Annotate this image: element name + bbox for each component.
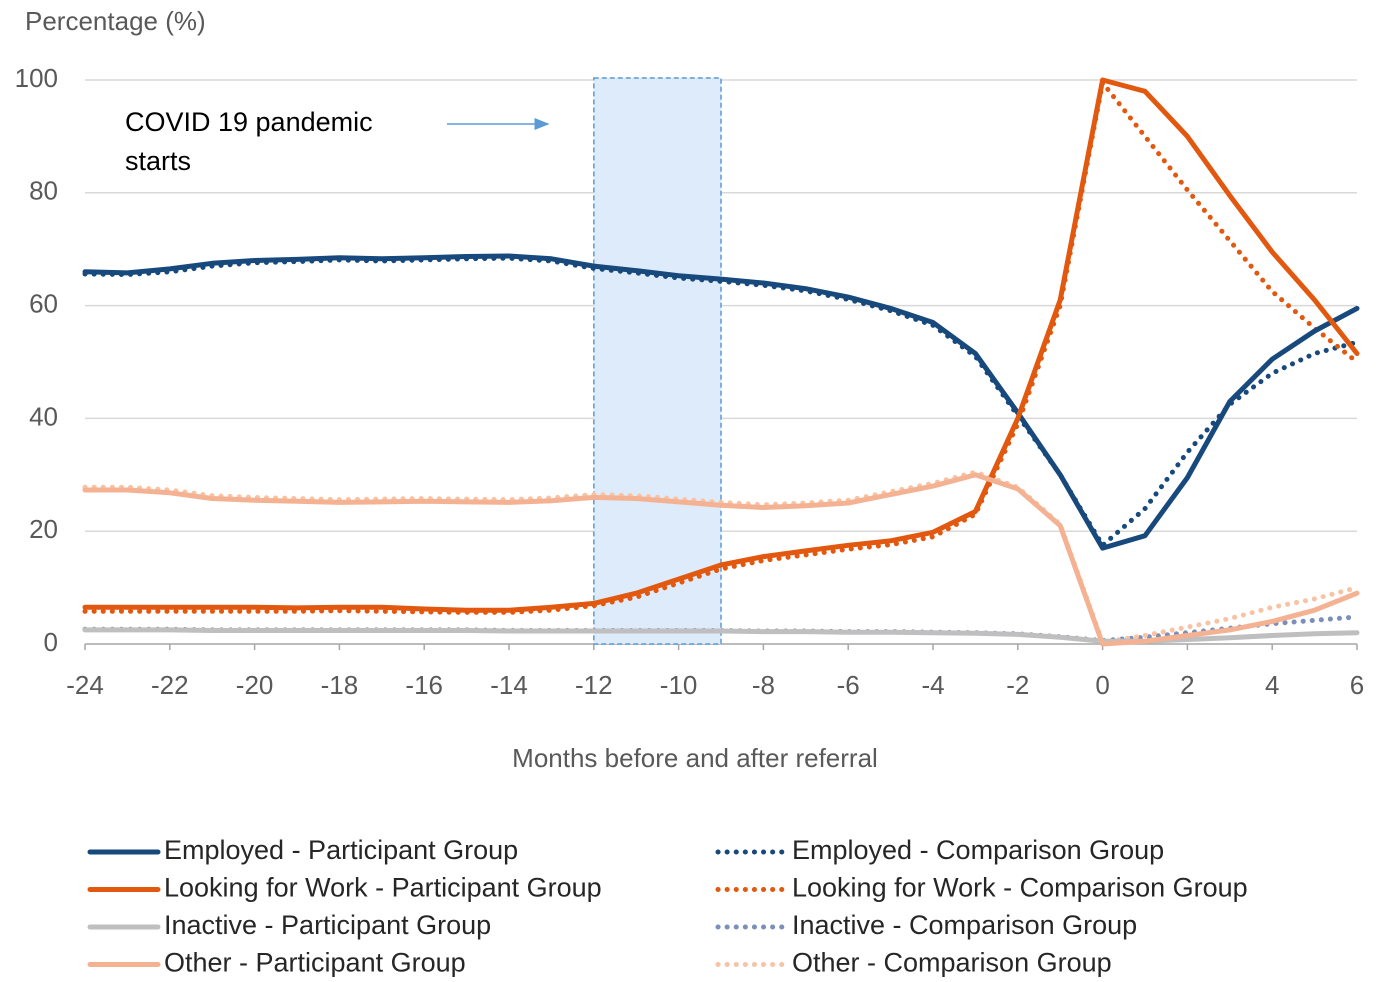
shaded-region (593, 77, 722, 645)
series-line (82, 77, 1360, 613)
x-tick-label: -24 (66, 670, 104, 700)
x-tick-label: -22 (151, 670, 189, 700)
legend-text: Employed - Comparison Group (792, 835, 1164, 865)
x-tick-label: 0 (1095, 670, 1109, 700)
y-tick-label: 60 (29, 288, 58, 318)
x-tick-label: -14 (490, 670, 528, 700)
legend-text: Looking for Work - Comparison Group (792, 873, 1248, 903)
legend-text: Other - Comparison Group (792, 948, 1112, 978)
x-tick-label: -18 (321, 670, 359, 700)
x-axis-label: Months before and after referral (512, 743, 878, 773)
x-tick-label: -8 (752, 670, 775, 700)
x-tick-label: -4 (921, 670, 944, 700)
annotation: starts (125, 146, 191, 176)
series-line (82, 469, 1360, 645)
x-tick-label: -10 (660, 670, 698, 700)
y-axis-label: Percentage (%) (25, 6, 206, 36)
x-tick-label: -16 (405, 670, 443, 700)
x-tick-label: -12 (575, 670, 613, 700)
x-tick-label: 2 (1180, 670, 1194, 700)
x-tick-label: -20 (236, 670, 274, 700)
annotation: COVID 19 pandemic (125, 107, 373, 137)
legend-text: Looking for Work - Participant Group (164, 873, 602, 903)
y-tick-label: 100 (15, 63, 58, 93)
y-tick-label: 20 (29, 514, 58, 544)
y-tick-label: 0 (44, 627, 58, 657)
legend-text: Inactive - Comparison Group (792, 910, 1137, 940)
x-tick-label: -6 (837, 670, 860, 700)
x-tick-label: -2 (1006, 670, 1029, 700)
series-line (82, 253, 1360, 551)
legend-text: Other - Participant Group (164, 948, 466, 978)
x-tick-label: 4 (1265, 670, 1279, 700)
legend-text: Employed - Participant Group (164, 835, 518, 865)
legend-text: Inactive - Participant Group (164, 910, 491, 940)
series-line (82, 472, 1360, 647)
x-tick-label: 6 (1350, 670, 1364, 700)
y-tick-label: 40 (29, 401, 58, 431)
y-tick-label: 80 (29, 176, 58, 206)
